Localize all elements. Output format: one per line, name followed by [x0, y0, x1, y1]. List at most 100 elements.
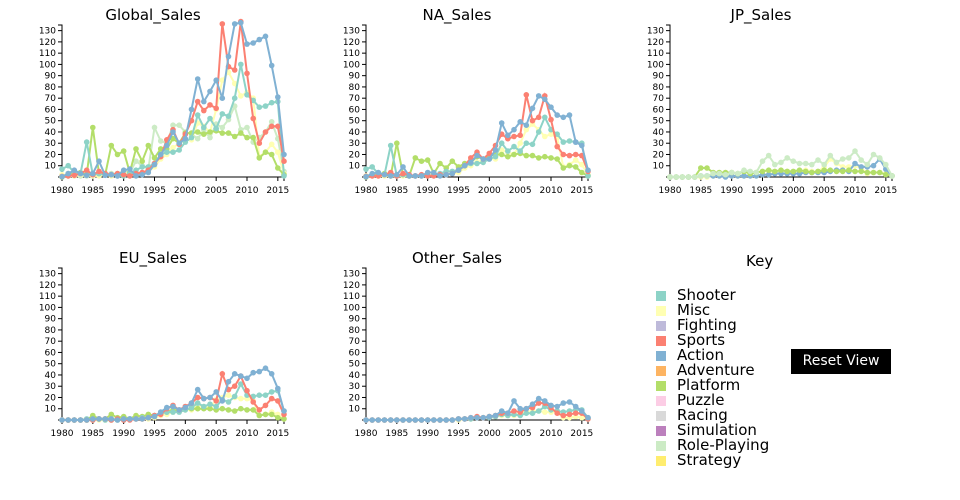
data-point[interactable] [182, 404, 189, 411]
data-point[interactable] [418, 158, 425, 164]
data-point[interactable] [65, 170, 71, 177]
data-point[interactable] [704, 173, 710, 179]
data-point[interactable] [127, 166, 133, 172]
data-point[interactable] [486, 156, 493, 162]
data-point[interactable] [176, 147, 182, 153]
data-point[interactable] [667, 174, 673, 180]
data-point[interactable] [238, 93, 244, 99]
data-point[interactable] [244, 134, 250, 141]
data-point[interactable] [585, 167, 591, 173]
data-point[interactable] [517, 148, 523, 154]
data-point[interactable] [449, 158, 456, 164]
data-point[interactable] [188, 404, 195, 411]
data-point[interactable] [566, 411, 573, 418]
data-point[interactable] [511, 143, 517, 150]
data-point[interactable] [170, 122, 176, 128]
data-point[interactable] [790, 158, 797, 164]
data-point[interactable] [114, 173, 121, 179]
data-point[interactable] [698, 165, 704, 171]
data-point[interactable] [164, 142, 170, 149]
data-point[interactable] [108, 416, 115, 422]
data-point[interactable] [219, 77, 226, 83]
data-point[interactable] [529, 152, 536, 159]
data-point[interactable] [480, 414, 487, 421]
data-point[interactable] [225, 53, 232, 60]
data-point[interactable] [96, 158, 102, 164]
data-point[interactable] [83, 167, 90, 173]
data-point[interactable] [133, 146, 139, 152]
data-point[interactable] [194, 135, 201, 142]
data-point[interactable] [784, 155, 790, 161]
data-point[interactable] [363, 417, 369, 423]
data-point[interactable] [554, 410, 560, 417]
data-point[interactable] [685, 174, 692, 180]
data-point[interactable] [238, 130, 244, 136]
data-point[interactable] [275, 414, 281, 421]
data-point[interactable] [90, 416, 96, 422]
data-point[interactable] [262, 33, 269, 40]
data-point[interactable] [238, 381, 244, 387]
data-point[interactable] [194, 400, 201, 406]
data-point[interactable] [127, 416, 133, 422]
data-point[interactable] [802, 160, 809, 167]
data-point[interactable] [572, 403, 579, 410]
data-point[interactable] [275, 398, 281, 404]
data-point[interactable] [517, 132, 523, 139]
data-point[interactable] [809, 169, 815, 176]
data-point[interactable] [363, 173, 369, 180]
data-point[interactable] [572, 151, 579, 158]
data-point[interactable] [412, 173, 419, 179]
data-point[interactable] [59, 166, 65, 172]
data-point[interactable] [262, 402, 269, 409]
data-point[interactable] [59, 417, 65, 423]
data-point[interactable] [722, 171, 729, 178]
data-point[interactable] [486, 413, 493, 420]
data-point[interactable] [796, 160, 803, 167]
data-point[interactable] [231, 371, 238, 377]
data-point[interactable] [201, 107, 207, 114]
data-point[interactable] [418, 417, 425, 423]
series-action[interactable] [363, 93, 591, 180]
data-point[interactable] [455, 167, 462, 173]
data-point[interactable] [511, 133, 517, 140]
data-point[interactable] [176, 140, 182, 146]
data-point[interactable] [250, 40, 256, 46]
data-point[interactable] [418, 173, 425, 179]
data-point[interactable] [387, 173, 394, 179]
key-item-shooter[interactable]: Shooter [656, 288, 769, 303]
data-point[interactable] [102, 416, 108, 422]
data-point[interactable] [369, 170, 376, 177]
data-point[interactable] [77, 170, 84, 177]
data-point[interactable] [883, 161, 889, 168]
key-item-misc[interactable]: Misc [656, 303, 769, 318]
data-point[interactable] [728, 169, 735, 176]
data-point[interactable] [821, 167, 827, 173]
data-point[interactable] [281, 151, 287, 158]
data-point[interactable] [201, 124, 207, 131]
data-point[interactable] [188, 400, 195, 406]
series-action[interactable] [363, 395, 591, 423]
data-point[interactable] [468, 159, 474, 166]
data-point[interactable] [523, 405, 530, 412]
data-point[interactable] [579, 408, 585, 414]
data-point[interactable] [802, 168, 809, 175]
data-point[interactable] [542, 153, 548, 160]
key-item-sports[interactable]: Sports [656, 333, 769, 348]
data-point[interactable] [225, 130, 232, 136]
data-point[interactable] [256, 36, 263, 43]
data-point[interactable] [529, 401, 536, 408]
data-point[interactable] [498, 151, 505, 158]
data-point[interactable] [468, 414, 474, 421]
data-point[interactable] [511, 408, 517, 414]
data-point[interactable] [139, 158, 145, 164]
data-point[interactable] [262, 149, 269, 155]
data-point[interactable] [207, 102, 213, 108]
data-point[interactable] [219, 398, 226, 404]
data-point[interactable] [566, 162, 573, 169]
data-point[interactable] [772, 161, 778, 168]
data-point[interactable] [523, 122, 530, 128]
data-point[interactable] [213, 389, 219, 395]
data-point[interactable] [275, 94, 281, 100]
data-point[interactable] [505, 132, 511, 139]
data-point[interactable] [554, 143, 560, 150]
